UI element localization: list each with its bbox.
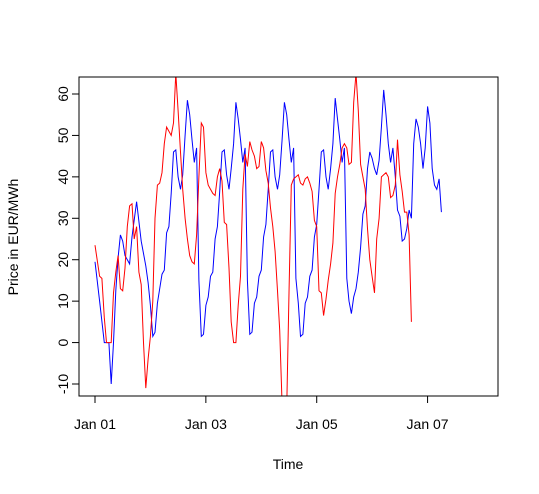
y-tick-label: 40 — [55, 169, 71, 185]
y-tick-label: -10 — [55, 374, 71, 394]
x-tick-label: Jan 07 — [407, 416, 449, 432]
x-tick-label: Jan 03 — [185, 416, 227, 432]
y-tick-label: 50 — [55, 127, 71, 143]
plot-area — [78, 76, 499, 397]
y-tick-label: 10 — [55, 293, 71, 309]
y-tick-label: 20 — [55, 252, 71, 268]
series-line-1 — [94, 89, 442, 385]
y-axis: -10 0 10 20 30 40 50 60 — [55, 86, 80, 394]
x-tick-label: Jan 01 — [74, 416, 116, 432]
x-axis: Jan 01 Jan 03 Jan 05 Jan 07 — [74, 395, 449, 432]
series-layer — [94, 77, 442, 396]
plot-frame — [78, 76, 499, 397]
y-tick-label: 60 — [55, 86, 71, 102]
y-tick-label: 30 — [55, 210, 71, 226]
series-line-2 — [94, 77, 412, 396]
x-axis-title: Time — [273, 456, 304, 472]
x-tick-label: Jan 05 — [296, 416, 338, 432]
y-axis-title: Price in EUR/MWh — [5, 179, 21, 296]
y-tick-label: 0 — [55, 338, 71, 346]
